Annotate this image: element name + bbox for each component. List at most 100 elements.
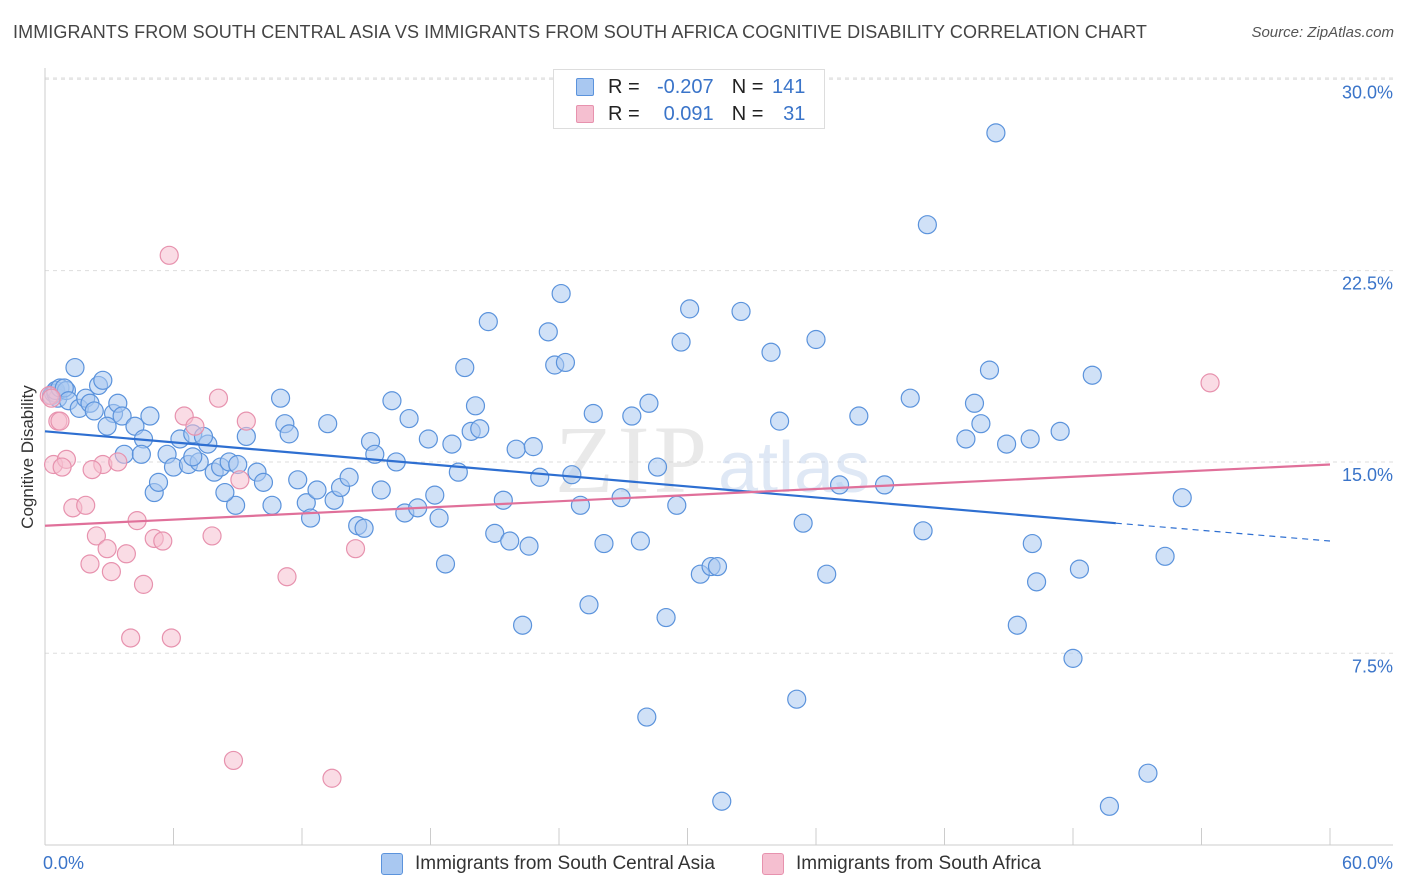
data-point	[555, 352, 576, 373]
data-point	[971, 414, 991, 434]
data-point	[680, 299, 700, 319]
data-point	[339, 467, 359, 487]
data-point	[647, 457, 668, 477]
legend-n-label: N =	[731, 75, 764, 98]
data-point	[712, 791, 732, 811]
series-south-africa	[39, 245, 1220, 788]
data-point	[185, 416, 205, 436]
data-point	[656, 607, 676, 628]
data-point	[1022, 533, 1042, 554]
y-tick-labels: 7.5% 15.0% 22.5% 30.0%	[1342, 82, 1393, 676]
data-point	[97, 539, 117, 559]
data-point	[829, 475, 850, 495]
data-point	[913, 521, 933, 541]
data-point	[493, 490, 513, 510]
data-point	[108, 452, 128, 472]
data-point	[761, 342, 781, 362]
legend-r-value: 0.091	[663, 102, 714, 125]
data-point	[202, 526, 222, 546]
data-point	[594, 533, 614, 554]
data-point	[769, 411, 790, 431]
data-point	[997, 434, 1017, 454]
data-point	[354, 518, 374, 538]
trend-line-south-central-asia	[44, 430, 1116, 525]
data-point	[208, 388, 229, 408]
data-point	[429, 508, 449, 528]
data-point	[731, 301, 751, 322]
data-point	[986, 123, 1006, 143]
data-point	[277, 567, 297, 587]
data-point	[500, 531, 520, 551]
data-point	[322, 768, 342, 788]
data-point	[793, 513, 813, 533]
data-point	[551, 283, 571, 304]
data-point	[442, 434, 462, 454]
data-point	[159, 245, 179, 265]
data-point	[478, 312, 498, 332]
data-point	[1155, 546, 1175, 566]
data-point	[318, 414, 338, 434]
data-point	[399, 408, 419, 429]
data-point	[345, 539, 366, 559]
legend-row-south-africa: R = 0.091 N = 31	[576, 102, 805, 126]
data-point	[1063, 648, 1083, 668]
data-point	[964, 393, 985, 413]
bottom-legend-swatch-pink	[762, 853, 784, 875]
chart-title: IMMIGRANTS FROM SOUTH CENTRAL ASIA VS IM…	[13, 22, 1147, 42]
legend-n-label: N =	[731, 102, 764, 125]
data-point	[80, 554, 100, 574]
legend-r-label: R =	[608, 75, 640, 98]
legend-row-south-central-asia: R = -0.207 N = 141	[576, 75, 805, 99]
data-point	[470, 419, 490, 439]
data-point	[639, 393, 659, 413]
data-point	[1020, 429, 1040, 449]
data-point	[112, 406, 132, 426]
data-point	[425, 485, 445, 505]
data-point	[183, 447, 203, 467]
data-point	[538, 322, 558, 342]
trend-line-south-africa	[44, 463, 1331, 527]
x-tick-label-max: 60.0%	[1342, 853, 1393, 873]
data-point	[148, 472, 169, 492]
data-point	[371, 480, 391, 500]
data-point	[226, 495, 246, 515]
data-point	[900, 388, 920, 408]
data-point	[1200, 373, 1220, 393]
data-point	[253, 472, 274, 492]
data-point	[84, 401, 104, 421]
legend-n-value: 31	[783, 102, 806, 125]
data-point	[41, 388, 62, 408]
legend-swatch-pink	[576, 105, 594, 123]
bottom-legend-south-central-asia: Immigrants from South Central Asia	[381, 852, 715, 876]
data-point	[465, 396, 486, 416]
data-point	[707, 556, 728, 577]
data-point	[485, 523, 505, 543]
data-point	[1026, 572, 1047, 592]
data-point	[50, 411, 70, 431]
source-label: Source: ZipAtlas.com	[1251, 24, 1394, 41]
data-point	[76, 495, 96, 515]
data-point	[86, 526, 107, 546]
data-point	[65, 357, 85, 378]
data-point	[1069, 559, 1090, 579]
data-point	[418, 429, 438, 449]
data-point	[121, 628, 141, 648]
legend-n-value: 141	[772, 75, 806, 98]
legend-swatch-blue	[576, 78, 594, 96]
y-tick-label: 30.0%	[1342, 82, 1393, 102]
data-point	[979, 360, 1000, 380]
data-point	[1172, 488, 1192, 508]
data-point	[140, 406, 160, 426]
data-point	[917, 215, 937, 235]
data-point	[1082, 365, 1102, 385]
data-point	[307, 480, 327, 500]
data-point	[1007, 615, 1027, 635]
legend-r-value: -0.207	[656, 75, 714, 98]
data-point	[288, 470, 308, 490]
data-point	[579, 595, 599, 615]
data-point	[1050, 421, 1070, 441]
data-point	[583, 403, 603, 424]
data-point	[671, 332, 691, 352]
data-point	[101, 562, 121, 582]
data-point	[131, 444, 151, 464]
